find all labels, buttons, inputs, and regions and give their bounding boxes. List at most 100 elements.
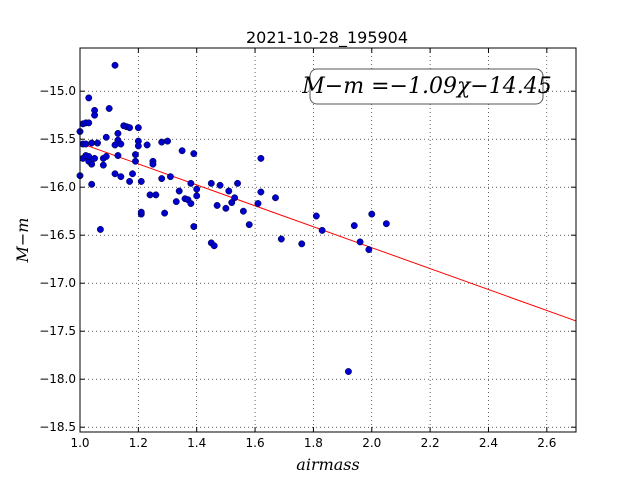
data-point (131, 151, 139, 159)
data-point (277, 235, 285, 243)
data-point (99, 161, 107, 169)
data-point (213, 201, 221, 209)
data-point (117, 173, 125, 181)
data-point (143, 141, 151, 149)
data-point (134, 124, 142, 132)
data-point (368, 210, 376, 218)
data-point (187, 179, 195, 187)
data-point (257, 154, 265, 162)
y-axis-label: M−m (13, 218, 32, 264)
y-axis-ticks: −15.0 −15.5 −16.0 −16.5 −17.0 −17.5 −18.0 −18.5 (39, 84, 576, 434)
data-point (126, 177, 134, 185)
data-point (91, 111, 99, 119)
data-point (164, 137, 171, 145)
data-point (190, 150, 198, 158)
y-tick-label: −17.5 (39, 324, 76, 338)
data-point (82, 140, 90, 148)
plot-frame (79, 47, 577, 433)
data-point (193, 192, 201, 200)
data-point (137, 208, 145, 216)
data-point (239, 207, 247, 215)
fit-line-group (79, 142, 577, 322)
data-point (187, 200, 195, 207)
x-tick-label: 2.2 (421, 436, 440, 450)
data-point (105, 105, 113, 112)
data-point (129, 170, 136, 178)
data-point (344, 368, 352, 375)
x-tick-label: 2.0 (362, 436, 381, 450)
data-point (152, 191, 160, 199)
data-point (149, 160, 157, 168)
chart-title: 2021-10-28_195904 (246, 28, 408, 48)
fit-equation-box: M−m =−1.09χ−14.45 (301, 68, 552, 105)
data-point (312, 212, 320, 220)
data-point (88, 139, 96, 147)
data-point (222, 204, 230, 212)
data-point (114, 152, 122, 159)
fit-line (79, 142, 577, 322)
data-point (117, 140, 125, 148)
y-tick-label: −16.5 (39, 228, 76, 242)
data-point (158, 175, 166, 183)
fit-equation-text: M−m =−1.09χ−14.45 (301, 74, 551, 99)
data-point (272, 194, 279, 202)
data-point (166, 173, 174, 181)
data-point (231, 194, 239, 202)
data-point (111, 170, 119, 178)
data-point (131, 157, 139, 165)
data-point (216, 181, 224, 189)
y-tick-label: −15.0 (39, 84, 76, 98)
data-point (158, 138, 166, 146)
data-point (102, 153, 110, 160)
data-point (126, 124, 134, 132)
data-point (234, 179, 242, 187)
x-tick-label: 1.2 (129, 436, 148, 450)
fit-equation-frame (309, 68, 544, 105)
plot-area (80, 48, 576, 432)
data-point (245, 221, 253, 229)
x-tick-label: 1.6 (246, 436, 265, 450)
data-point (356, 238, 364, 246)
data-point (96, 225, 104, 233)
data-point (114, 129, 122, 137)
data-point (85, 119, 93, 127)
data-point (85, 94, 93, 102)
data-point (137, 177, 145, 185)
data-point (94, 139, 101, 147)
data-point (178, 147, 186, 155)
data-point (88, 180, 96, 188)
data-point (146, 191, 154, 199)
data-point (88, 160, 96, 168)
x-tick-label: 1.4 (187, 436, 206, 450)
data-point (91, 154, 99, 162)
x-tick-label: 2.6 (537, 436, 556, 450)
data-point (190, 223, 198, 231)
x-tick-label: 1.8 (304, 436, 323, 450)
data-point (102, 133, 110, 141)
data-point (175, 187, 183, 195)
x-axis-ticks: 1.0 1.2 1.4 1.6 1.8 2.0 2.2 2.4 2.6 (70, 48, 556, 450)
data-point (257, 188, 265, 196)
data-point (193, 185, 201, 193)
data-point (382, 220, 390, 228)
data-point (365, 246, 373, 254)
y-tick-label: −15.5 (39, 132, 76, 146)
data-point (210, 242, 218, 250)
data-point (225, 187, 233, 195)
y-tick-label: −16.0 (39, 180, 76, 194)
data-point (350, 222, 358, 230)
y-tick-label: −18.0 (39, 372, 76, 386)
x-tick-label: 1.0 (70, 436, 89, 450)
y-tick-label: −17.0 (39, 276, 76, 290)
y-tick-label: −18.5 (39, 420, 76, 434)
data-point (172, 198, 180, 206)
data-point (85, 153, 93, 160)
x-tick-label: 2.4 (479, 436, 498, 450)
data-points (76, 61, 390, 375)
x-axis-label: airmass (296, 455, 359, 474)
data-point (318, 226, 326, 234)
data-point (207, 179, 215, 187)
data-point (298, 240, 306, 248)
